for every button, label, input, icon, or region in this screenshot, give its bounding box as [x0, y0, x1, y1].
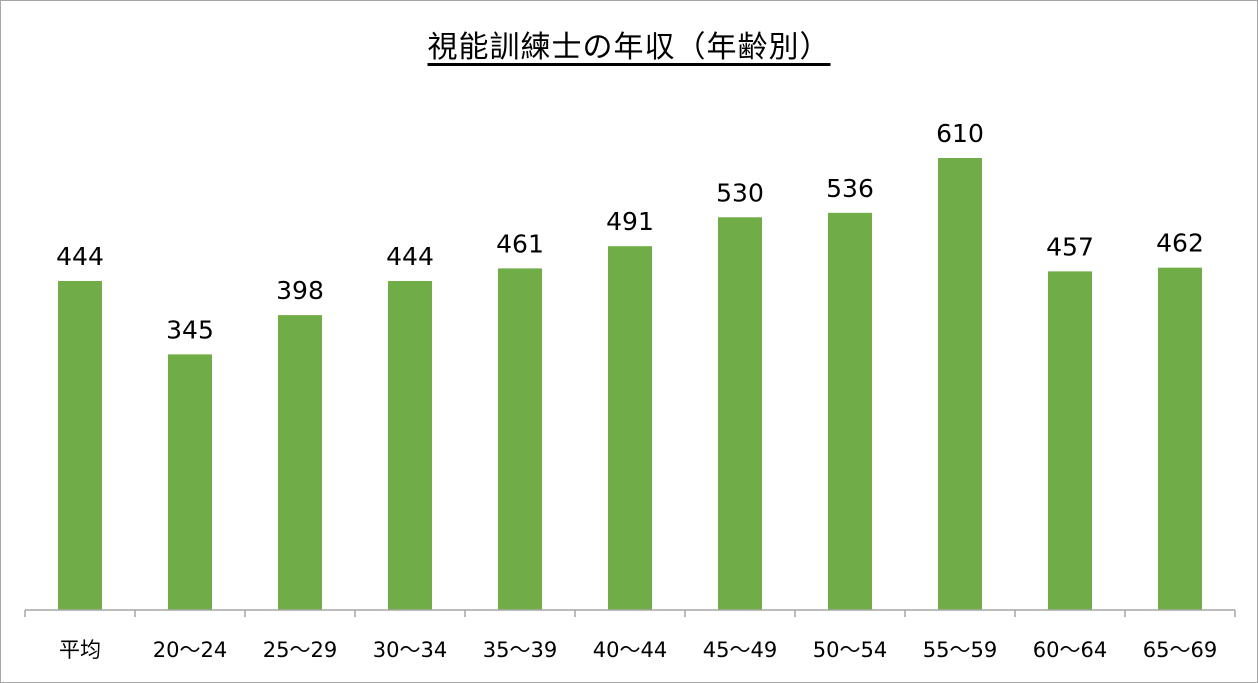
bar-6	[718, 217, 762, 610]
category-label-1: 20〜24	[153, 638, 227, 662]
data-label-9: 457	[1046, 232, 1094, 261]
category-label-3: 30〜34	[373, 638, 447, 662]
data-label-10: 462	[1156, 229, 1204, 258]
bar-2	[278, 315, 322, 610]
data-label-4: 461	[496, 229, 544, 258]
chart-title: 視能訓練士の年収（年齢別）	[427, 30, 831, 65]
bar-7	[828, 212, 872, 610]
data-label-7: 536	[826, 174, 874, 203]
category-label-6: 45〜49	[703, 638, 777, 662]
bar-9	[1048, 271, 1092, 610]
data-label-0: 444	[56, 242, 104, 271]
category-label-0: 平均	[59, 638, 101, 662]
category-label-5: 40〜44	[593, 638, 667, 662]
category-label-9: 60〜64	[1033, 638, 1107, 662]
data-label-5: 491	[606, 207, 654, 236]
data-label-3: 444	[386, 242, 434, 271]
data-label-2: 398	[276, 276, 324, 305]
bar-10	[1158, 267, 1202, 610]
bar-8	[938, 158, 982, 610]
category-label-7: 50〜54	[813, 638, 887, 662]
category-label-2: 25〜29	[263, 638, 337, 662]
bar-1	[168, 354, 212, 610]
category-label-4: 35〜39	[483, 638, 557, 662]
data-label-8: 610	[936, 119, 984, 148]
bar-5	[608, 246, 652, 610]
category-label-8: 55〜59	[923, 638, 997, 662]
bar-3	[388, 281, 432, 610]
bar-0	[58, 281, 102, 610]
data-label-1: 345	[166, 315, 214, 344]
category-label-10: 65〜69	[1143, 638, 1217, 662]
bar-4	[498, 268, 542, 610]
data-label-6: 530	[716, 178, 764, 207]
